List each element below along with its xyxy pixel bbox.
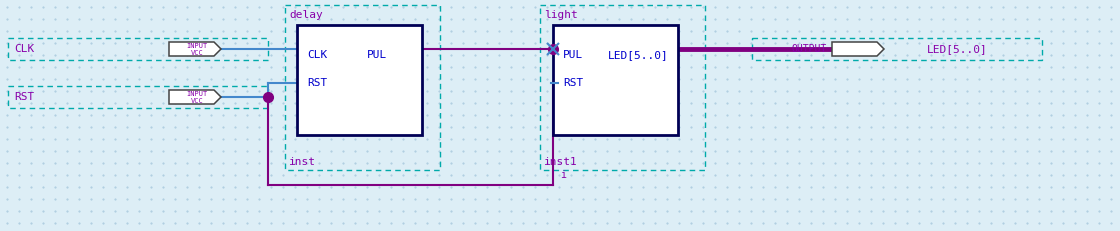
Bar (297, 25, 422, 135)
Text: inst: inst (289, 157, 316, 167)
Text: RST: RST (563, 78, 584, 88)
Text: delay: delay (289, 10, 323, 20)
Text: LED[5..0]: LED[5..0] (927, 44, 988, 54)
Bar (540, 5, 704, 170)
Polygon shape (169, 42, 221, 56)
Text: inst1: inst1 (544, 157, 578, 167)
Polygon shape (169, 90, 221, 104)
Bar (8, 86, 268, 108)
Text: VCC: VCC (190, 50, 204, 56)
Text: PUL: PUL (367, 50, 388, 60)
Bar (553, 25, 678, 135)
Text: OUTPUT: OUTPUT (792, 44, 828, 54)
Bar (752, 38, 1042, 60)
Bar (284, 5, 440, 170)
Polygon shape (832, 42, 884, 56)
Text: PUL: PUL (563, 50, 584, 60)
Text: INPUT: INPUT (186, 91, 207, 97)
Text: VCC: VCC (190, 98, 204, 104)
Bar (8, 38, 268, 60)
Text: LED[5..0]: LED[5..0] (608, 50, 669, 60)
Text: CLK: CLK (13, 44, 35, 54)
Text: RST: RST (13, 92, 35, 102)
Text: RST: RST (307, 78, 327, 88)
Text: light: light (544, 10, 578, 20)
Text: i: i (560, 170, 566, 180)
Text: CLK: CLK (307, 50, 327, 60)
Text: INPUT: INPUT (186, 43, 207, 49)
